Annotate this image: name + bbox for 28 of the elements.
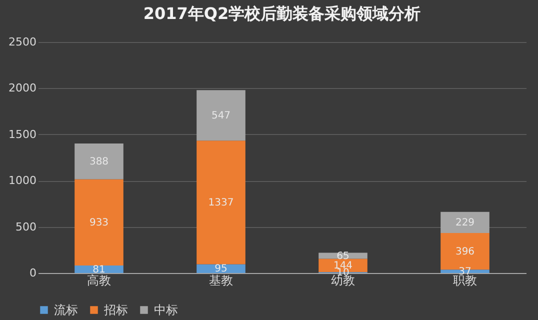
data-label: 933 [89,217,109,228]
y-tick-label: 1000 [8,174,36,188]
chart-title: 2017年Q2学校后勤装备采购领域分析 [143,4,421,23]
data-label: 95 [214,264,228,275]
data-label: 396 [455,246,475,258]
data-label: 81 [92,264,106,276]
y-tick-label: 500 [16,220,36,234]
x-tick-label: 高教 [87,274,111,288]
data-label: 65 [336,250,350,262]
x-tick-label: 职教 [453,274,477,288]
y-tick-label: 2500 [8,36,36,48]
legend-label: 中标 [154,303,178,317]
bar [196,90,246,141]
y-tick-label: 2000 [8,82,36,95]
bar [440,212,490,233]
legend-label: 流标 [54,303,78,317]
x-tick-label: 基教 [209,274,233,288]
y-tick-label: 0 [30,266,36,280]
bar [74,143,124,180]
bar [196,264,246,273]
data-label: 1337 [208,197,234,208]
y-tick-label: 1500 [8,128,36,141]
data-label: 547 [211,110,231,122]
bar [196,140,246,264]
data-label: 388 [89,156,109,168]
bar [74,179,124,266]
legend-label: 招标 [103,303,128,317]
data-label: 229 [455,217,475,228]
